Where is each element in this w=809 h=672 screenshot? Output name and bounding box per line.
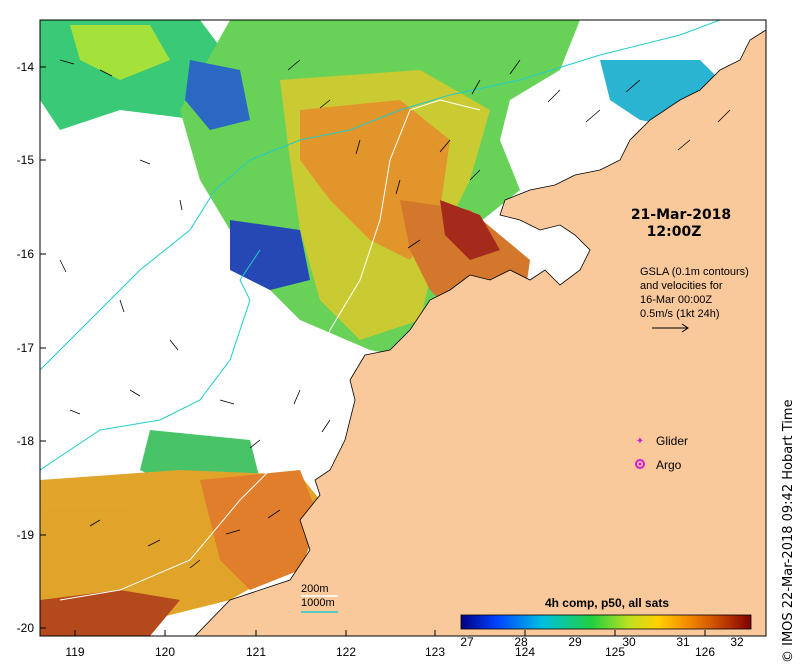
lon-tick-label: 126	[695, 645, 715, 659]
lon-tick-label: 121	[246, 645, 266, 659]
colorbar	[460, 614, 752, 630]
isobath-1000m	[40, 20, 721, 471]
gsla-legend-line: 16-Mar 00:00Z	[640, 294, 712, 306]
lat-tick-label: -15	[17, 153, 35, 167]
isobath-legend-1000: 1000m	[301, 597, 335, 609]
glider-marker-icon: ✦	[636, 436, 644, 447]
glider-legend-label: Glider	[656, 434, 688, 448]
lat-tick-label: -14	[17, 60, 35, 74]
argo-marker-center	[638, 462, 642, 466]
isobath-200m	[59, 99, 481, 601]
lon-tick-label: 125	[605, 645, 625, 659]
gsla-legend-line: GSLA (0.1m contours)	[640, 266, 749, 278]
lon-tick-label: 122	[336, 645, 356, 659]
colorbar-tick: 30	[622, 635, 636, 649]
land-mass	[194, 20, 766, 636]
colorbar-title: 4h comp, p50, all sats	[545, 596, 669, 610]
colorbar-tick: 27	[460, 635, 474, 649]
imos-credit: © IMOS 22-Mar-2018 09:42 Hobart Time	[781, 399, 796, 663]
velocity-scale-arrow	[652, 323, 689, 333]
lat-tick-label: -18	[17, 434, 35, 448]
colorbar-tick: 28	[514, 635, 528, 649]
lon-tick-label: 119	[65, 645, 84, 659]
isobath-legend-200: 200m	[301, 583, 329, 595]
argo-legend-label: Argo	[656, 458, 682, 472]
colorbar-tick: 29	[568, 635, 582, 649]
lat-axis	[40, 66, 46, 629]
gsla-legend-line: and velocities for	[640, 280, 723, 292]
lat-tick-label: -16	[17, 247, 35, 261]
lat-tick-label: -17	[17, 341, 35, 355]
map-time: 12:00Z	[647, 224, 702, 240]
lat-tick-label: -20	[17, 621, 35, 635]
lon-axis	[74, 630, 706, 636]
colorbar-tick: 32	[730, 635, 744, 649]
lon-tick-label: 124	[515, 645, 535, 659]
lon-tick-label: 120	[155, 645, 175, 659]
plot-frame	[39, 19, 767, 637]
velocity-arrows	[59, 59, 731, 569]
lon-tick-label: 123	[425, 645, 445, 659]
map-date: 21-Mar-2018	[631, 207, 731, 223]
gsla-legend-line: 0.5m/s (1kt 24h)	[640, 308, 719, 320]
colorbar-tick: 31	[676, 635, 690, 649]
lat-tick-label: -19	[17, 528, 35, 542]
argo-marker-icon	[635, 459, 645, 469]
